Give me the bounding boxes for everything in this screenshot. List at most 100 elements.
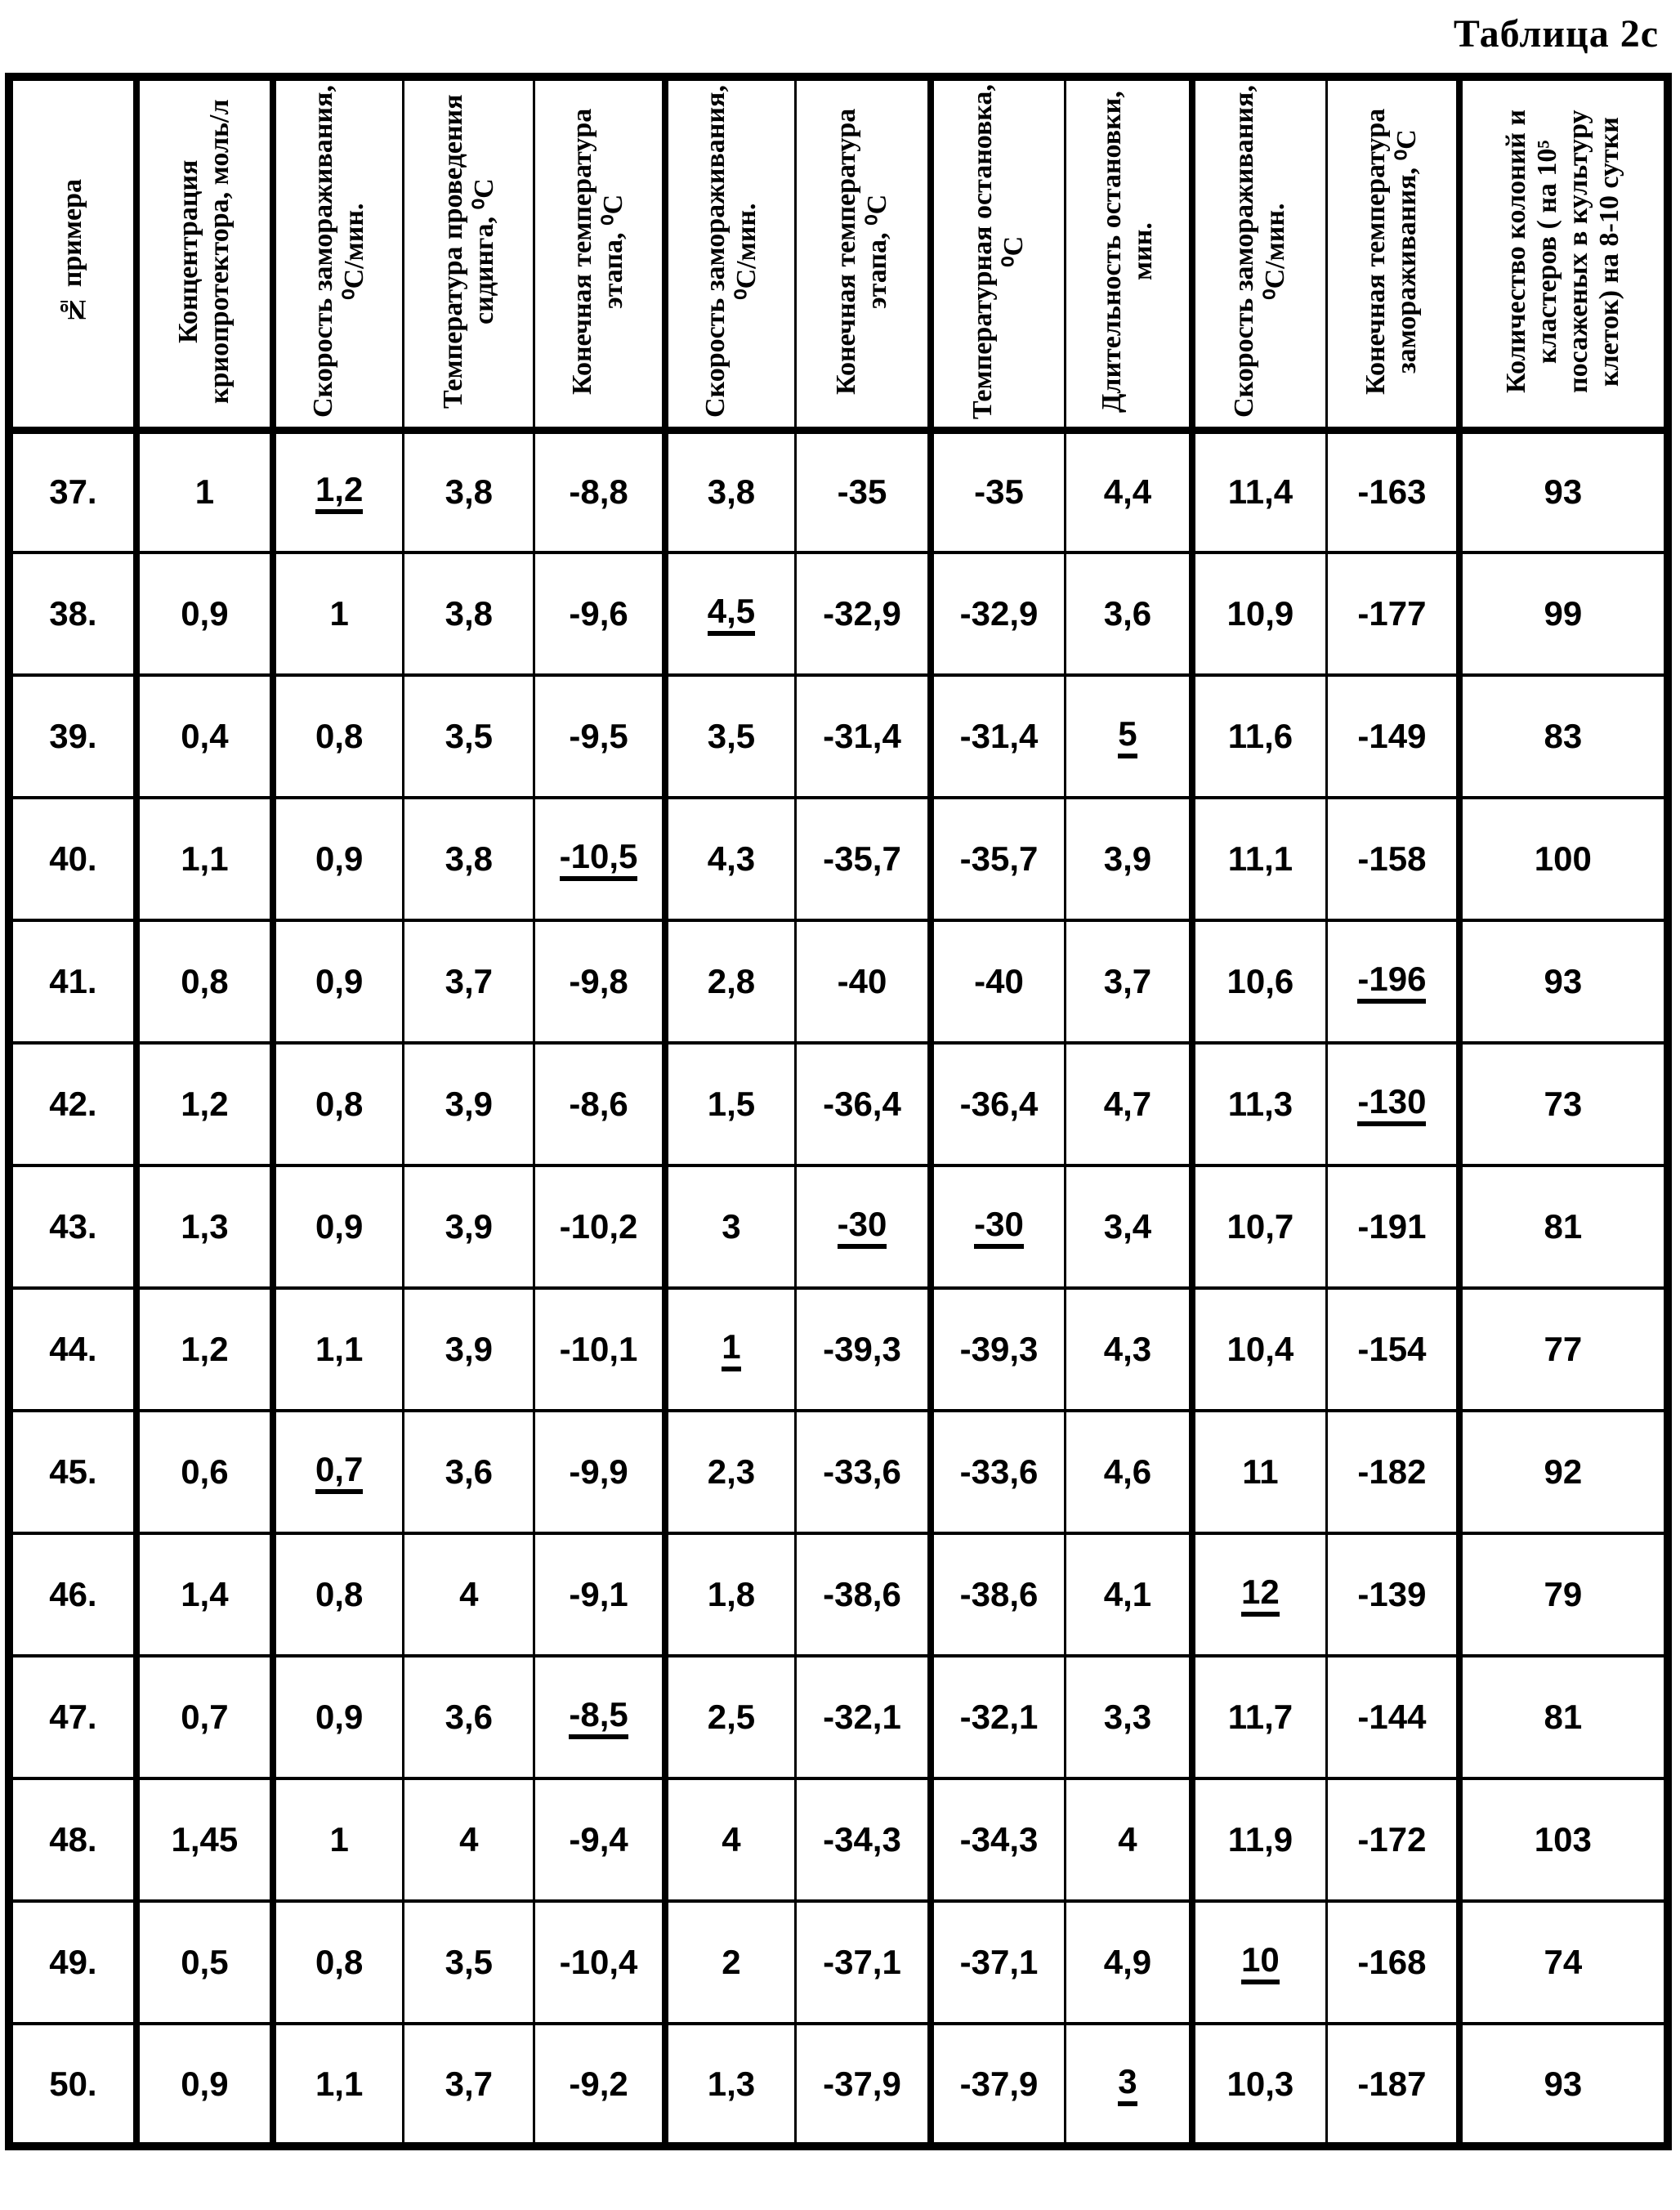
table-cell: 3,9 — [403, 1288, 536, 1412]
table-row: 37. 1 1,2 3,8 -8,8 3,8 -35 -35 4,4 11,4 -163 93 — [9, 430, 1668, 554]
cell-value: -9,2 — [569, 2064, 628, 2103]
cell-value: 3 — [722, 1207, 741, 1246]
cell-value: 100 — [1534, 839, 1592, 878]
cell-value: 2,8 — [707, 962, 756, 1000]
table-cell: 2,5 — [664, 1656, 798, 1780]
table-cell: 1,4 — [136, 1533, 276, 1658]
table-cell: 1,1 — [136, 798, 276, 922]
table-cell: -36,4 — [930, 1043, 1067, 1167]
cell-value: -158 — [1357, 839, 1427, 878]
column-header-stage-final-temperature-1: Конечная температура этапа, ⁰С — [534, 77, 668, 434]
cell-value: -33,6 — [959, 1452, 1039, 1491]
table-row: 39. 0,4 0,8 3,5 -9,5 3,5 -31,4 -31,4 5 11,6 -149 83 — [9, 675, 1668, 799]
cell-value: 1 — [329, 1820, 349, 1859]
table-cell: 3,6 — [403, 1411, 536, 1535]
cell-value: 3,6 — [445, 1452, 494, 1491]
column-header-label: Скорость замораживания, ⁰С/мин. — [308, 85, 370, 418]
table-cell: 4 — [403, 1778, 536, 1903]
table-cell: 4 — [1065, 1778, 1195, 1903]
table-cell: 99 — [1459, 552, 1668, 677]
cell-value: 0,8 — [181, 962, 229, 1000]
cell-value: -177 — [1357, 594, 1427, 633]
table-cell: 93 — [1459, 2024, 1668, 2148]
table-cell: -10,1 — [534, 1288, 668, 1412]
table-cell: 1 — [272, 552, 405, 677]
table-cell: -35 — [930, 430, 1067, 554]
table-cell: 3,5 — [403, 675, 536, 799]
cell-value: 11,9 — [1227, 1820, 1294, 1859]
table-cell: 2,3 — [664, 1411, 798, 1535]
table-cell: 92 — [1459, 1411, 1668, 1535]
table-cell: 0,9 — [136, 552, 276, 677]
column-header-label: Скорость замораживания, ⁰С/мин. — [699, 85, 762, 418]
table-cell: -32,9 — [795, 552, 934, 677]
table-cell: 41. — [9, 920, 140, 1045]
table-cell: -37,9 — [930, 2024, 1067, 2148]
table-cell: -38,6 — [930, 1533, 1067, 1658]
cell-value: -168 — [1357, 1943, 1427, 1981]
table-cell: 5 — [1065, 675, 1195, 799]
table-cell: 1 — [272, 1778, 405, 1903]
table-cell: -37,9 — [795, 2024, 934, 2148]
cell-value: -163 — [1357, 472, 1427, 512]
table-row: 38. 0,9 1 3,8 -9,6 4,5 -32,9 -32,9 3,6 10,9 -177 99 — [9, 552, 1668, 677]
data-table: № примера Концентрация криопротектора, м… — [5, 73, 1672, 2150]
table-row: 44. 1,2 1,1 3,9 -10,1 1 -39,3 -39,3 4,3 10,4 -154 7… — [9, 1288, 1668, 1412]
table-cell: -163 — [1326, 430, 1463, 554]
table-cell: 79 — [1459, 1533, 1668, 1658]
table-cell: -38,6 — [795, 1533, 934, 1658]
table-row: 46. 1,4 0,8 4 -9,1 1,8 -38,6 -38,6 4,1 12 -139 79 — [9, 1533, 1668, 1658]
cell-value: 46. — [49, 1575, 97, 1613]
table-cell: 49. — [9, 1901, 140, 2025]
table-cell: -9,8 — [534, 920, 668, 1045]
table-cell: 103 — [1459, 1778, 1668, 1903]
table-cell: -39,3 — [795, 1288, 934, 1412]
cell-value: 45. — [49, 1452, 97, 1491]
table-cell: 0,9 — [272, 1165, 405, 1290]
cell-value: -172 — [1357, 1820, 1427, 1859]
table-cell: 4,1 — [1065, 1533, 1195, 1658]
cell-value: 3,5 — [445, 1943, 494, 1981]
table-cell: -8,8 — [534, 430, 668, 554]
cell-value: 0,5 — [181, 1943, 229, 1981]
table-row: 48. 1,45 1 4 -9,4 4 -34,3 -34,3 4 11,9 -172 103 — [9, 1778, 1668, 1903]
table-cell: 77 — [1459, 1288, 1668, 1412]
table-cell: 4,3 — [1065, 1288, 1195, 1412]
cell-value: -9,5 — [569, 717, 628, 755]
cell-value: 77 — [1544, 1330, 1583, 1368]
cell-value-underlined: -8,5 — [569, 1698, 628, 1739]
cell-value: 1,2 — [181, 1330, 229, 1368]
column-header-label: Конечная температура замораживания, ⁰С — [1361, 108, 1423, 395]
cell-value: 3,6 — [445, 1698, 494, 1736]
table-cell: -9,4 — [534, 1778, 668, 1903]
table-cell: 0,8 — [272, 1901, 405, 2025]
table-cell: -35,7 — [795, 798, 934, 922]
table-cell: -31,4 — [930, 675, 1067, 799]
table-cell: 3,8 — [403, 798, 536, 922]
cell-value: 103 — [1534, 1820, 1592, 1859]
table-cell: 40. — [9, 798, 140, 922]
cell-value: -182 — [1357, 1452, 1427, 1491]
cell-value: -35,7 — [959, 839, 1039, 878]
column-header-label: Конечная температура этапа, ⁰С — [830, 108, 892, 395]
table-row: 40. 1,1 0,9 3,8 -10,5 4,3 -35,7 -35,7 3,9 11,1 -15… — [9, 798, 1668, 922]
table-cell: 46. — [9, 1533, 140, 1658]
table-cell: 0,8 — [272, 675, 405, 799]
table-cell: 11,9 — [1191, 1778, 1329, 1903]
table-cell: -10,2 — [534, 1165, 668, 1290]
cell-value: -31,4 — [823, 717, 901, 755]
table-cell: -196 — [1326, 920, 1463, 1045]
cell-value: 3,7 — [445, 962, 494, 1000]
cell-value: -149 — [1357, 717, 1427, 755]
cell-value: 2,3 — [707, 1452, 756, 1491]
table-cell: 0,4 — [136, 675, 276, 799]
cell-value: 93 — [1544, 962, 1583, 1000]
table-cell: 11,1 — [1191, 798, 1329, 922]
table-cell: 4,9 — [1065, 1901, 1195, 2025]
cell-value: -144 — [1357, 1698, 1427, 1736]
table-cell: 10,4 — [1191, 1288, 1329, 1412]
cell-value: -37,9 — [959, 2064, 1039, 2103]
cell-value: 48. — [49, 1820, 97, 1859]
table-cell: 83 — [1459, 675, 1668, 799]
cell-value-underlined: -196 — [1357, 962, 1427, 1004]
